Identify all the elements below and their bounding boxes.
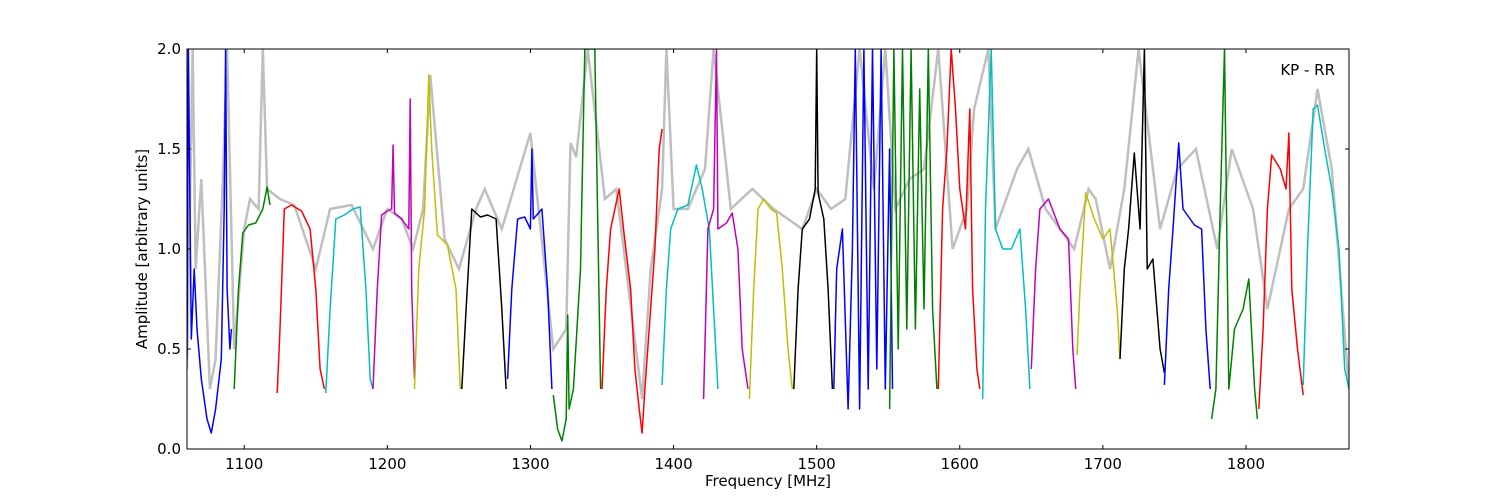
- x-tick-label: 1800: [1227, 455, 1265, 473]
- series-line-21: [1119, 49, 1166, 374]
- series-line-4: [325, 206, 374, 394]
- y-tick-label: 1.5: [157, 140, 181, 158]
- series-line-22: [1163, 142, 1211, 390]
- series-line-13: [748, 198, 794, 400]
- series-line-10: [601, 128, 663, 434]
- x-tick-label: 1100: [225, 455, 263, 473]
- background-trace: [187, 49, 1349, 400]
- background-trace-layer: [187, 49, 1349, 400]
- y-tick-label: 0.5: [157, 340, 181, 358]
- x-axis-label: Frequency [MHz]: [705, 472, 831, 490]
- series-line-2: [233, 186, 271, 390]
- series-line-15: [833, 49, 894, 410]
- y-axis-ticks: 0.0 0.5 1.0 1.5 2.0: [157, 40, 1349, 458]
- x-tick-label: 1300: [511, 455, 549, 473]
- y-tick-label: 0.0: [157, 440, 181, 458]
- series-line-25: [1302, 104, 1349, 390]
- x-tick-label: 1500: [798, 455, 836, 473]
- series-line-8: [506, 148, 553, 390]
- series-layer: [187, 49, 1349, 442]
- series-line-14: [793, 49, 834, 390]
- y-tick-label: 2.0: [157, 40, 181, 58]
- series-line-20: [1076, 192, 1121, 360]
- series-line-16: [888, 49, 938, 410]
- series-line-23: [1210, 49, 1259, 420]
- y-tick-label: 1.0: [157, 240, 181, 258]
- series-line-6: [413, 74, 462, 390]
- series-line-24: [1258, 132, 1304, 410]
- x-tick-label: 1700: [1084, 455, 1122, 473]
- panel-annotation: KP - RR: [1280, 61, 1335, 79]
- series-line-17: [937, 49, 981, 390]
- plot-background: [187, 49, 1349, 449]
- x-tick-label: 1400: [654, 455, 692, 473]
- series-line-18: [981, 49, 1031, 400]
- series-line-5: [372, 98, 416, 390]
- x-axis-ticks: 1100 1200 1300 1400 1500 1600 1700 1800: [225, 49, 1265, 473]
- series-line-19: [1030, 198, 1077, 390]
- series-line-12: [702, 49, 749, 400]
- x-tick-label: 1600: [941, 455, 979, 473]
- x-tick-label: 1200: [368, 455, 406, 473]
- series-line-7: [461, 208, 507, 390]
- series-line-3: [276, 204, 326, 394]
- series-line-1: [187, 49, 233, 434]
- series-line-11: [661, 164, 719, 390]
- series-line-9: [552, 49, 602, 442]
- y-axis-label: Amplitude [arbitrary units]: [133, 149, 151, 349]
